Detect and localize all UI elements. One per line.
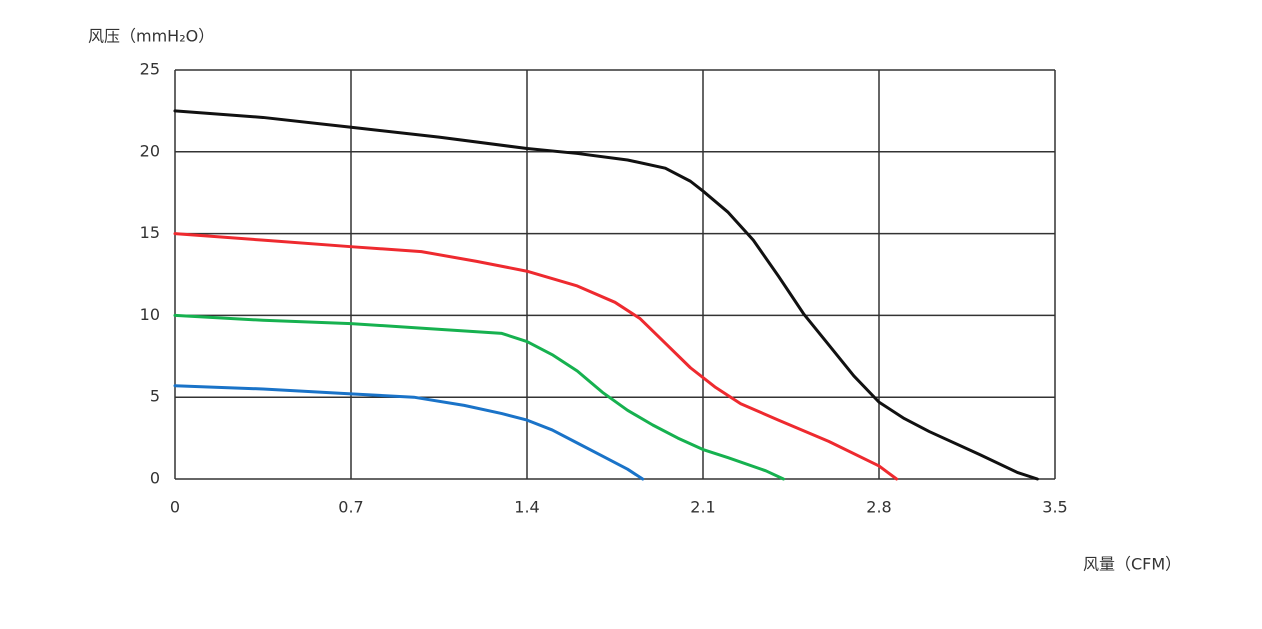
curve (173, 232, 899, 481)
y-axis-label: 风压（mmH₂O） (88, 27, 214, 46)
x-tick-label: 2.8 (866, 498, 891, 517)
y-tick-label: 25 (140, 60, 160, 79)
x-axis-label: 风量（CFM） (1083, 555, 1181, 574)
y-tick-label: 10 (140, 305, 160, 324)
curve (173, 109, 1039, 481)
x-tick-label: 1.4 (514, 498, 539, 517)
curve (173, 313, 785, 481)
y-tick-label: 0 (150, 469, 160, 488)
y-tick-label: 5 (150, 387, 160, 406)
x-tick-label: 2.1 (690, 498, 715, 517)
y-tick-label: 20 (140, 141, 160, 160)
curve (173, 384, 645, 481)
x-tick-label: 3.5 (1042, 498, 1067, 517)
x-tick-label: 0 (170, 498, 180, 517)
x-tick-label: 0.7 (338, 498, 363, 517)
y-tick-label: 15 (140, 223, 160, 242)
